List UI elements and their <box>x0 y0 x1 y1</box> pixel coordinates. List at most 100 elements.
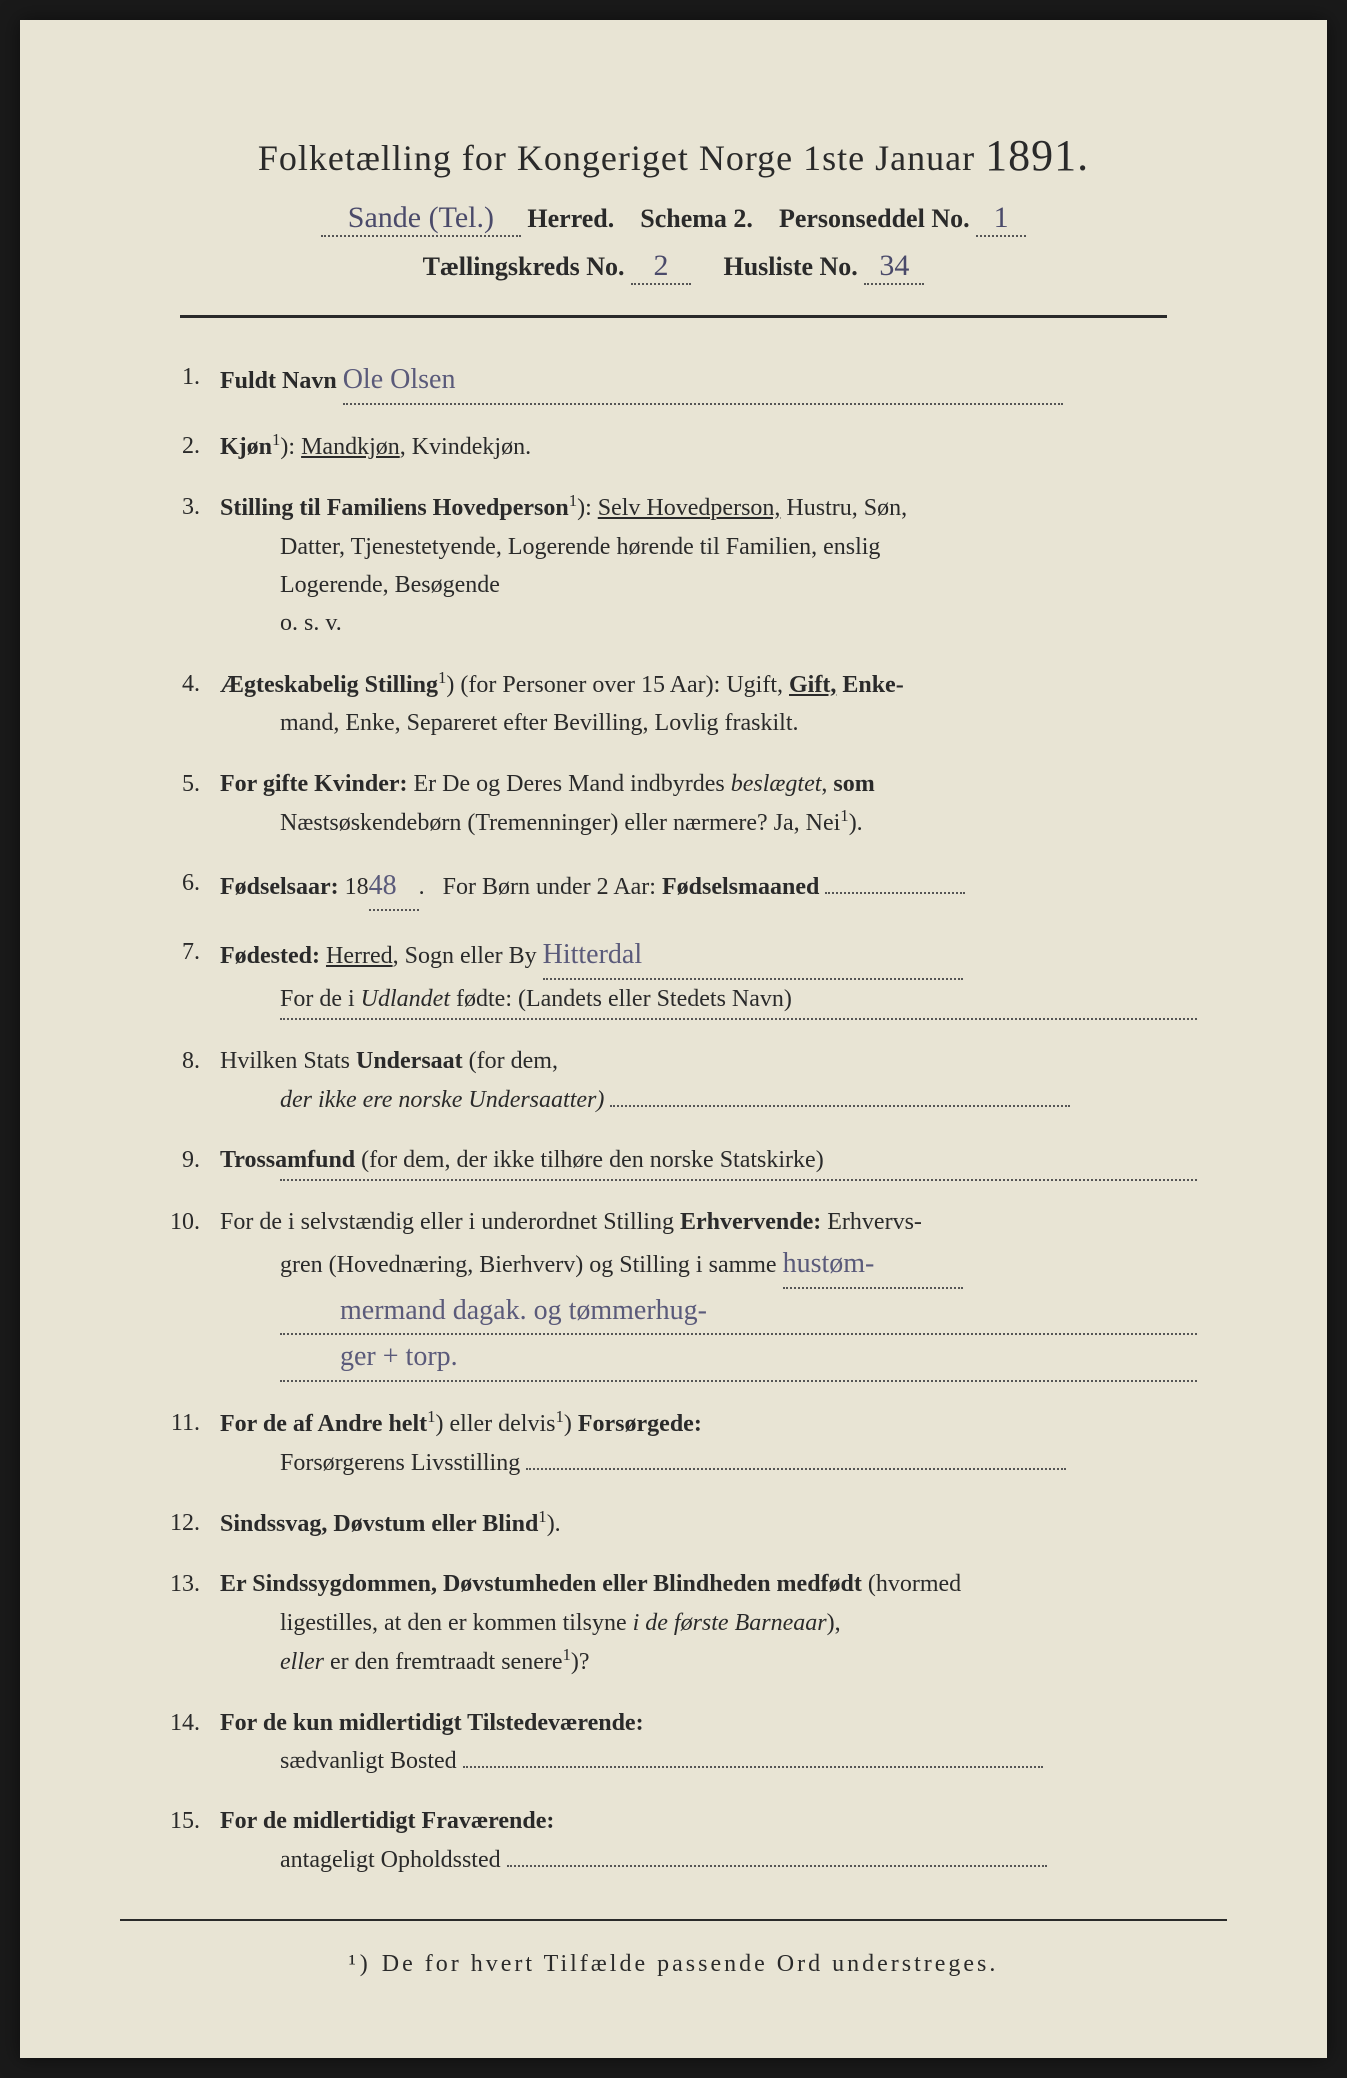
label: Kjøn <box>220 434 272 460</box>
footnote-text: De for hvert Tilfælde passende Ord under… <box>382 1951 999 1977</box>
kreds-label: Tællingskreds No. <box>423 252 625 281</box>
item-num: 15. <box>150 1802 220 1879</box>
kreds-no: 2 <box>631 249 691 285</box>
item-body: Fødested: Herred, Sogn eller By Hitterda… <box>220 933 1197 1020</box>
blank <box>463 1766 1043 1768</box>
husliste-label: Husliste No. <box>723 252 857 281</box>
item-num: 7. <box>150 933 220 1020</box>
item-body: For gifte Kvinder: Er De og Deres Mand i… <box>220 765 1197 843</box>
item-num: 9. <box>150 1141 220 1181</box>
blank-line <box>280 1018 1197 1020</box>
blank <box>526 1468 1066 1470</box>
text: (for dem, der ikke tilhøre den norske St… <box>361 1147 824 1173</box>
label: For de midlertidigt Fraværende: <box>220 1808 554 1834</box>
label: Sindssvag, Døvstum eller Blind <box>220 1511 538 1537</box>
item-body: Kjøn1): Mandkjøn, Kvindekjøn. <box>220 427 1197 466</box>
blank <box>507 1865 1047 1867</box>
item-num: 8. <box>150 1042 220 1119</box>
footnote-marker: ¹) <box>349 1951 372 1977</box>
item-num: 14. <box>150 1704 220 1781</box>
label: For gifte Kvinder: <box>220 771 408 797</box>
item-num: 1. <box>150 358 220 405</box>
label: Trossamfund <box>220 1147 355 1173</box>
divider-top <box>180 315 1167 318</box>
person-no: 1 <box>976 201 1026 237</box>
cont: Næstsøskendebørn (Tremenninger) eller næ… <box>220 803 1197 842</box>
item-11: 11. For de af Andre helt1) eller delvis1… <box>150 1404 1197 1482</box>
text: For de i selvstændig eller i underordnet… <box>220 1209 674 1235</box>
occ-value3: ger + torp. <box>280 1335 1197 1382</box>
cont: gren (Hovednæring, Bierhverv) og Stillin… <box>220 1242 1197 1289</box>
cont-text: sædvanligt Bosted <box>280 1748 457 1774</box>
cont: Logerende, Besøgende <box>220 566 1197 604</box>
schema-label: Schema 2. <box>640 204 753 233</box>
item-body: Fødselsaar: 1848. For Børn under 2 Aar: … <box>220 864 1197 911</box>
item-6: 6. Fødselsaar: 1848. For Børn under 2 Aa… <box>150 864 1197 911</box>
birthplace-value: Hitterdal <box>543 933 963 980</box>
item-body: Hvilken Stats Undersaat (for dem, der ik… <box>220 1042 1197 1119</box>
cont-text: antageligt Opholdssted <box>280 1847 501 1873</box>
item-body: Er Sindssygdommen, Døvstumheden eller Bl… <box>220 1565 1197 1681</box>
cont-label: For de i <box>280 986 355 1012</box>
opt-underlined: Selv Hovedperson, <box>598 495 781 521</box>
divider-bottom <box>120 1919 1227 1921</box>
title-text: Folketælling for Kongeriget Norge 1ste J… <box>258 138 975 178</box>
label2: Fødselsmaaned <box>662 874 819 900</box>
item-num: 11. <box>150 1404 220 1482</box>
item-8: 8. Hvilken Stats Undersaat (for dem, der… <box>150 1042 1197 1119</box>
cont2: eller er den fremtraadt senere1)? <box>220 1642 1197 1681</box>
item-2: 2. Kjøn1): Mandkjøn, Kvindekjøn. <box>150 427 1197 466</box>
item-3: 3. Stilling til Familiens Hovedperson1):… <box>150 488 1197 643</box>
item-num: 10. <box>150 1203 220 1382</box>
item-num: 13. <box>150 1565 220 1681</box>
item-body: Sindssvag, Døvstum eller Blind1). <box>220 1504 1197 1543</box>
item-num: 12. <box>150 1504 220 1543</box>
blank <box>610 1105 1070 1107</box>
label: For de af Andre helt <box>220 1411 427 1437</box>
herred-label: Herred. <box>527 204 614 233</box>
rest: Erhvervs- <box>827 1209 922 1235</box>
item-num: 2. <box>150 427 220 466</box>
label: Fuldt Navn <box>220 368 337 394</box>
item-13: 13. Er Sindssygdommen, Døvstumheden elle… <box>150 1565 1197 1681</box>
text: Hvilken Stats <box>220 1048 350 1074</box>
cont2-rest: er den fremtraadt senere <box>330 1649 563 1675</box>
label: Erhvervende: <box>680 1209 821 1235</box>
cont-rest: fødte: (Landets eller Stedets Navn) <box>456 986 792 1012</box>
cont: der ikke ere norske Undersaatter) <box>220 1081 1197 1119</box>
census-form-page: Folketælling for Kongeriget Norge 1ste J… <box>20 20 1327 2058</box>
label: For de kun midlertidigt Tilstedeværende: <box>220 1710 644 1736</box>
item-1: 1. Fuldt Navn Ole Olsen <box>150 358 1197 405</box>
label: Ægteskabelig Stilling <box>220 672 438 698</box>
item-4: 4. Ægteskabelig Stilling1) (for Personer… <box>150 665 1197 743</box>
item-9: 9. Trossamfund (for dem, der ikke tilhør… <box>150 1141 1197 1181</box>
item-body: For de midlertidigt Fraværende: antageli… <box>220 1802 1197 1879</box>
item-body: Stilling til Familiens Hovedperson1): Se… <box>220 488 1197 643</box>
item-body: Ægteskabelig Stilling1) (for Personer ov… <box>220 665 1197 743</box>
footnote: ¹) De for hvert Tilfælde passende Ord un… <box>120 1951 1227 1978</box>
cont: Datter, Tjenestetyende, Logerende hørend… <box>220 528 1197 566</box>
item-5: 5. For gifte Kvinder: Er De og Deres Man… <box>150 765 1197 843</box>
cont-text: Forsørgerens Livsstilling <box>280 1450 520 1476</box>
paren: (for dem, <box>469 1048 558 1074</box>
label: Undersaat <box>356 1048 463 1074</box>
item-10: 10. For de i selvstændig eller i underor… <box>150 1203 1197 1382</box>
mid: eller delvis <box>450 1411 556 1437</box>
item-body: Trossamfund (for dem, der ikke tilhøre d… <box>220 1141 1197 1181</box>
cont-italic: Udlandet <box>361 986 450 1012</box>
item-num: 4. <box>150 665 220 743</box>
form-items: 1. Fuldt Navn Ole Olsen 2. Kjøn1): Mandk… <box>120 358 1227 1879</box>
label: Fødested: <box>220 943 320 969</box>
header-line-2: Tællingskreds No. 2 Husliste No. 34 <box>120 249 1227 285</box>
label: Er Sindssygdommen, Døvstumheden eller Bl… <box>220 1571 862 1597</box>
cont1: ligestilles, at den er kommen tilsyne i … <box>220 1604 1197 1642</box>
cont2-italic: eller <box>280 1649 324 1675</box>
opt-underlined: Mandkjøn <box>301 434 400 460</box>
cont: For de i Udlandet fødte: (Landets eller … <box>220 980 1197 1018</box>
text2: For Børn under 2 Aar: <box>443 874 656 900</box>
cont: o. s. v. <box>220 604 1197 642</box>
title-year: 1891. <box>985 131 1089 180</box>
item-body: For de af Andre helt1) eller delvis1) Fo… <box>220 1404 1197 1482</box>
cont-text: gren (Hovednæring, Bierhverv) og Stillin… <box>280 1252 777 1278</box>
cont-italic: der ikke ere norske Undersaatter) <box>280 1087 604 1113</box>
